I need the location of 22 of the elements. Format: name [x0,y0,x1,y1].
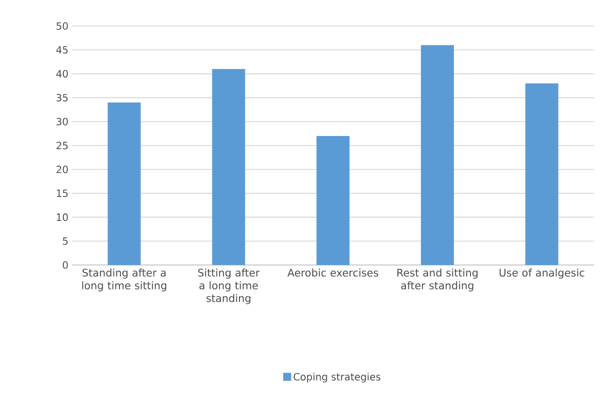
x-tick-label: Sitting after a long time standing [198,268,260,304]
x-tick-label: Standing after a long time sitting [82,268,166,292]
y-tick-label: 35 [56,94,68,102]
x-tick-label: Use of analgesic [500,268,584,279]
bar [525,83,558,265]
y-tick-label: 5 [62,237,68,245]
y-tick-label: 50 [56,22,68,30]
y-tick-label: 20 [56,166,68,174]
x-tick-label: Rest and sitting after standing [397,268,478,292]
bar [108,102,141,265]
y-tick-label: 0 [62,261,68,269]
bar [212,69,246,265]
y-tick-label: 40 [56,70,68,78]
bar [316,136,350,265]
y-tick-label: 25 [56,142,68,150]
legend-label: Coping strategies [294,372,380,382]
x-tick-label: Aerobic exercises [287,268,378,277]
y-tick-label: 15 [56,190,68,198]
y-tick-label: 10 [56,213,68,221]
y-tick-label: 45 [56,46,68,54]
bar [420,45,454,265]
y-tick-label: 30 [56,118,68,126]
